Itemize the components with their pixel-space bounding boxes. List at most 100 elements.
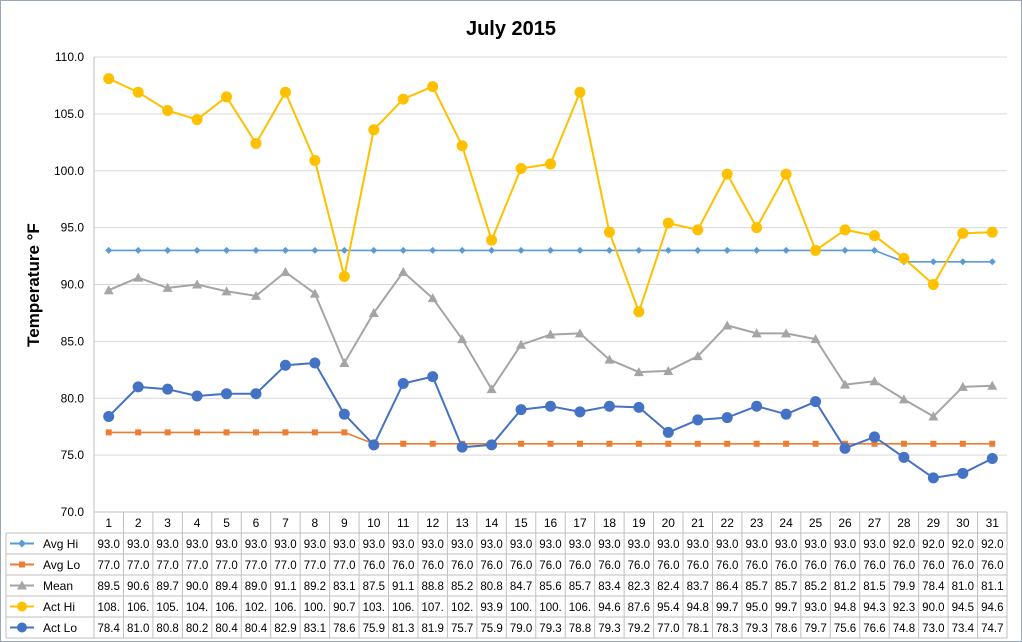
data-point (427, 81, 439, 93)
x-tick-label: 1 (105, 516, 112, 530)
data-label: 76.0 (480, 560, 502, 572)
data-label: 106. (215, 602, 237, 614)
data-label: 77.0 (333, 560, 355, 572)
data-point (341, 429, 348, 436)
data-point (368, 307, 379, 317)
x-tick-label: 24 (779, 516, 793, 530)
data-point (781, 328, 792, 338)
data-label: 93.0 (834, 539, 856, 551)
data-label: 81.5 (863, 581, 885, 593)
data-label: 79.7 (804, 623, 826, 635)
data-point (486, 234, 498, 246)
data-label: 81.0 (952, 581, 974, 593)
data-point (103, 285, 114, 295)
data-label: 85.2 (804, 581, 826, 593)
data-point (105, 246, 113, 254)
data-point (663, 365, 674, 375)
data-point (486, 439, 498, 451)
data-point (456, 441, 468, 453)
legend-marker (19, 561, 25, 568)
data-label: 76.0 (598, 560, 620, 572)
data-point (223, 246, 231, 254)
data-point (927, 279, 939, 290)
data-point (753, 246, 761, 254)
data-label: 93.0 (775, 539, 797, 551)
data-point (810, 244, 822, 256)
data-point (840, 379, 851, 389)
data-label: 95.0 (745, 602, 767, 614)
data-label: 89.7 (156, 581, 178, 593)
data-point (132, 381, 144, 393)
data-label: 99.7 (775, 602, 797, 614)
data-point (927, 472, 939, 484)
x-tick-label: 28 (897, 516, 911, 530)
x-tick-label: 27 (868, 516, 882, 530)
data-label: 77.0 (156, 560, 178, 572)
data-point (633, 401, 645, 413)
data-label: 76.0 (804, 560, 826, 572)
data-label: 93.0 (392, 539, 414, 551)
data-point (986, 453, 998, 465)
x-tick-label: 19 (632, 516, 646, 530)
data-label: 90.0 (186, 581, 208, 593)
data-point (900, 440, 907, 447)
data-point (635, 440, 642, 447)
legend-marker (17, 622, 27, 633)
y-tick-label: 75.0 (61, 448, 85, 462)
data-label: 76.0 (863, 560, 885, 572)
data-label: 92.3 (893, 602, 915, 614)
data-point (250, 388, 262, 400)
data-point (986, 226, 998, 238)
data-point (664, 246, 672, 254)
data-point (399, 246, 407, 254)
y-tick-label: 90.0 (61, 278, 85, 292)
data-point (339, 357, 350, 367)
data-label: 91.1 (274, 581, 296, 593)
data-label: 80.8 (156, 623, 178, 635)
data-label: 83.1 (304, 623, 326, 635)
data-label: 93.0 (245, 539, 267, 551)
data-label: 104. (186, 602, 208, 614)
data-point (692, 224, 704, 236)
data-label: 93.0 (363, 539, 385, 551)
data-label: 93.0 (687, 539, 709, 551)
data-label: 94.6 (598, 602, 620, 614)
data-label: 95.4 (657, 602, 680, 614)
data-label: 75.6 (834, 623, 856, 635)
legend-marker (17, 601, 27, 612)
data-label: 76.0 (745, 560, 767, 572)
data-label: 89.5 (98, 581, 120, 593)
data-point (397, 377, 409, 389)
data-label: 93.0 (569, 539, 591, 551)
data-label: 100. (539, 602, 561, 614)
data-label: 78.6 (775, 623, 797, 635)
data-point (574, 86, 586, 98)
data-label: 82.4 (657, 581, 680, 593)
data-point (633, 306, 645, 318)
data-label: 86.4 (716, 581, 739, 593)
x-tick-label: 14 (485, 516, 499, 530)
x-tick-label: 25 (809, 516, 823, 530)
data-label: 80.4 (215, 623, 238, 635)
data-point (252, 429, 259, 436)
data-label: 76.0 (628, 560, 650, 572)
legend-label: Avg Lo (43, 558, 80, 572)
data-label: 78.6 (333, 623, 355, 635)
data-label: 93.0 (215, 539, 237, 551)
data-label: 76.0 (657, 560, 679, 572)
data-label: 82.9 (274, 623, 296, 635)
data-point (221, 91, 233, 103)
data-point (606, 440, 613, 447)
data-point (547, 246, 554, 254)
data-point (223, 429, 230, 436)
data-label: 93.0 (421, 539, 443, 551)
data-label: 92.0 (981, 539, 1003, 551)
data-point (603, 400, 615, 412)
data-label: 73.0 (922, 623, 944, 635)
data-label: 85.2 (451, 581, 473, 593)
data-point (839, 224, 851, 236)
data-label: 93.0 (480, 539, 502, 551)
data-label: 93.0 (804, 602, 826, 614)
data-label: 93.9 (480, 602, 502, 614)
data-label: 82.3 (628, 581, 650, 593)
